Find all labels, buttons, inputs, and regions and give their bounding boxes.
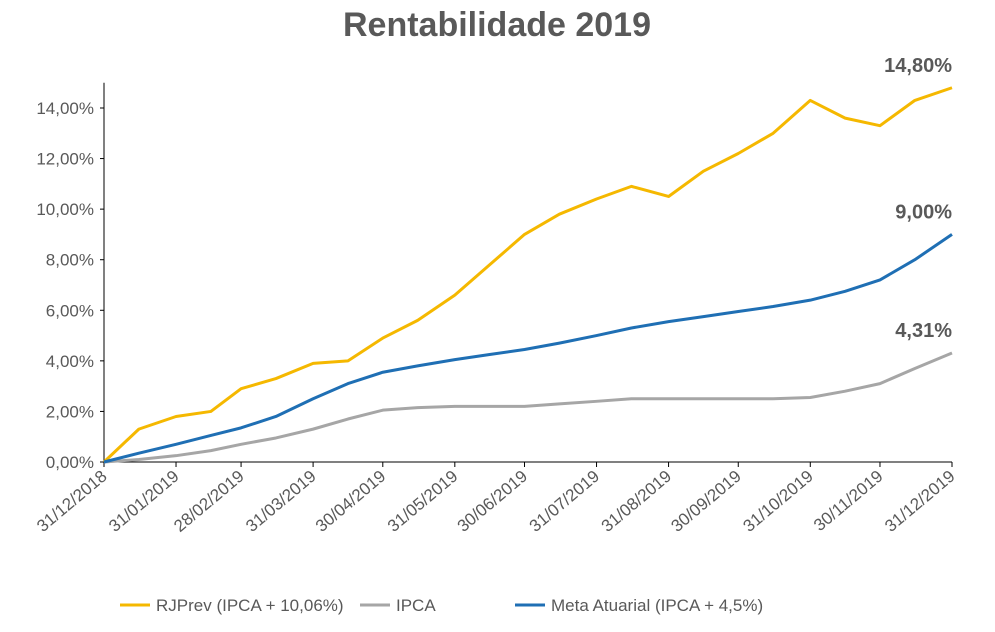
series-line [102,86,953,464]
legend-label: RJPrev (IPCA + 10,06%) [156,596,344,615]
x-tick-label: 30/09/2019 [667,467,744,536]
series-line [103,233,953,464]
x-tick-label: 31/03/2019 [242,467,319,536]
data-label: 9,00% [895,201,952,223]
x-tick-label: 31/10/2019 [739,467,816,536]
x-tick-label: 30/11/2019 [810,467,886,535]
x-tick-label: 31/05/2019 [384,467,461,536]
y-tick-label: 4,00% [46,352,94,371]
x-tick-label: 31/12/2019 [881,467,958,536]
y-tick-label: 12,00% [36,150,94,169]
y-tick-label: 0,00% [46,453,94,472]
x-tick-label: 31/01/2019 [105,467,182,536]
chart-title: Rentabilidade 2019 [343,6,651,44]
x-tick-label: 31/07/2019 [526,467,603,536]
data-label: 14,80% [884,55,952,77]
legend-label: IPCA [396,596,436,615]
series-line [103,351,953,464]
y-tick-label: 6,00% [46,301,94,320]
y-tick-label: 10,00% [36,200,94,219]
y-tick-label: 8,00% [46,251,94,270]
legend-label: Meta Atuarial (IPCA + 4,5%) [551,596,763,615]
x-tick-label: 30/06/2019 [454,467,531,536]
y-tick-label: 2,00% [46,402,94,421]
x-tick-label: 31/12/2018 [33,467,110,536]
y-tick-label: 14,00% [36,99,94,118]
data-label: 4,31% [895,320,952,342]
x-tick-label: 31/08/2019 [598,467,675,536]
x-tick-label: 30/04/2019 [312,467,389,536]
x-tick-label: 28/02/2019 [170,467,247,536]
